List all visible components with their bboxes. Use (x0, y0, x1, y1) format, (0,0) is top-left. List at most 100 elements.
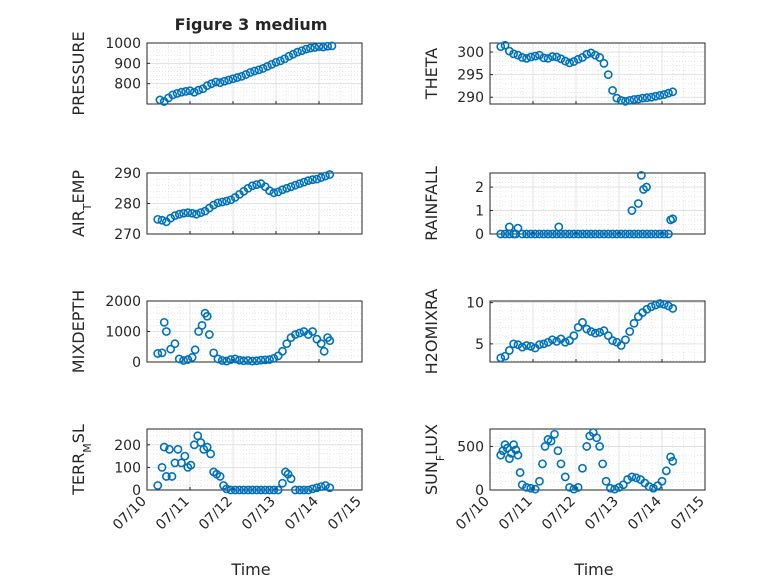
data-point (170, 339, 180, 349)
data-point (655, 229, 665, 239)
subplot-2: 290 295 300 THETA (422, 40, 706, 106)
data-point (325, 483, 335, 493)
data-point (222, 484, 231, 494)
data-point (644, 482, 654, 491)
data-point (543, 337, 553, 347)
data-point (153, 214, 163, 224)
y-axis-label: TERRMSL (69, 424, 94, 496)
data-point (281, 467, 290, 477)
data-point (153, 481, 163, 490)
data-point (308, 327, 317, 336)
data-point (633, 199, 643, 208)
y-tick-label: 900 (114, 56, 141, 72)
data-point (586, 327, 596, 336)
data-point (299, 177, 309, 187)
data-point (659, 90, 669, 99)
data-point (560, 56, 570, 66)
data-point (167, 472, 177, 481)
x-tick-label: 07/10 (110, 494, 150, 534)
data-point (603, 229, 613, 239)
y-tick-label: 500 (457, 439, 484, 455)
axes-box (146, 42, 363, 105)
data-point (252, 485, 262, 495)
data-point (325, 170, 335, 179)
data-point (209, 200, 219, 210)
data-point (284, 51, 294, 61)
data-point (612, 229, 622, 239)
axes-box (146, 428, 363, 491)
data-point (496, 42, 506, 52)
data-point (190, 345, 200, 355)
data-point (202, 81, 212, 91)
data-point (513, 50, 523, 60)
data-point (522, 53, 531, 63)
data-point (187, 208, 197, 218)
data-point (222, 196, 231, 206)
data-point (599, 229, 609, 239)
data-point (321, 171, 330, 181)
data-point (303, 176, 313, 186)
data-point (646, 302, 656, 312)
data-point (316, 339, 326, 349)
y-tick-label: 100 (114, 460, 141, 476)
data-point (666, 452, 675, 462)
data-point (237, 71, 246, 81)
data-point (612, 93, 622, 103)
data-point (646, 229, 656, 239)
data-point (629, 95, 639, 104)
data-point (530, 484, 540, 494)
data-point (539, 53, 549, 63)
data-point (256, 355, 266, 365)
data-point (174, 209, 184, 219)
data-point (515, 468, 525, 477)
data-point (642, 304, 652, 314)
data-point (219, 76, 229, 86)
data-point (206, 449, 216, 459)
data-point (265, 186, 274, 196)
data-point (226, 485, 236, 495)
data-point (173, 444, 183, 454)
series-markers (153, 170, 335, 227)
data-point (601, 476, 611, 486)
data-point (608, 86, 617, 95)
data-point (235, 485, 244, 495)
data-point (183, 355, 193, 364)
data-point (265, 355, 274, 364)
data-point (286, 182, 296, 192)
data-point (582, 229, 592, 239)
subplot-1: 800 900 1000 PRESSURE (69, 31, 363, 116)
data-point (159, 442, 169, 452)
series-markers (496, 428, 678, 494)
data-point (312, 174, 322, 184)
data-point (192, 209, 201, 219)
data-point (247, 485, 257, 495)
subplot-6: 5 10 H2OMIXRA (422, 289, 706, 374)
subplot-4: 0 1 2 RAINFALL (422, 166, 706, 243)
series-markers (155, 41, 337, 106)
data-point (230, 485, 240, 495)
data-point (502, 443, 512, 453)
data-point (161, 472, 171, 481)
data-point (569, 229, 579, 239)
data-point (625, 327, 635, 336)
data-point (278, 185, 287, 195)
data-point (590, 328, 600, 338)
y-tick-label: 300 (457, 45, 484, 61)
data-point (157, 348, 167, 358)
data-point (631, 473, 641, 483)
data-point (295, 328, 305, 338)
data-point (530, 51, 540, 61)
data-point (217, 356, 227, 365)
data-point (230, 354, 240, 364)
data-point (316, 482, 326, 492)
data-point (245, 68, 255, 77)
subplot-7: 0 100 200 07/10 07/11 07/12 07/13 07/14 07/15 TER… (69, 424, 365, 533)
data-point (526, 229, 536, 239)
data-point (166, 344, 176, 354)
data-point (649, 483, 658, 493)
data-point (157, 215, 167, 225)
data-point (155, 95, 165, 105)
data-point (661, 466, 671, 476)
data-point (170, 211, 180, 221)
data-point (226, 355, 236, 364)
